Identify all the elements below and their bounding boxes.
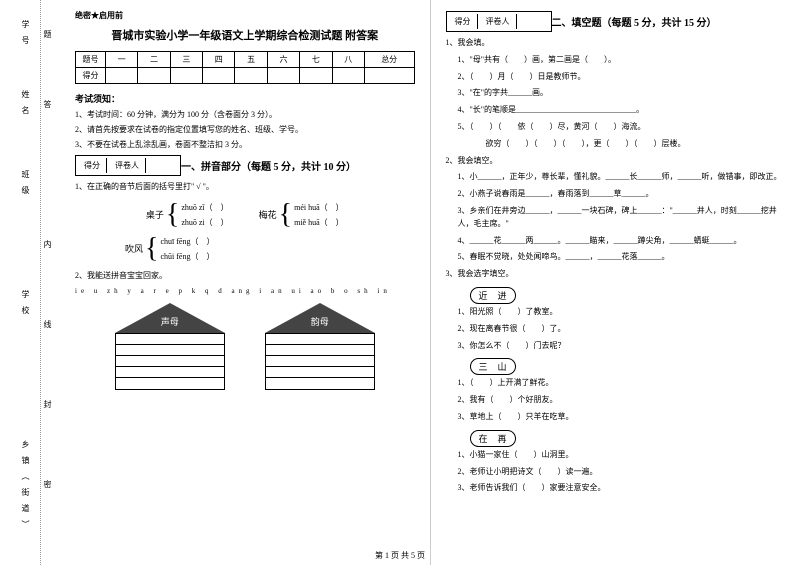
- roof-label-2: 韵母: [305, 315, 335, 328]
- brace-icon: {: [279, 204, 292, 226]
- th-8: 八: [332, 52, 364, 68]
- q2-2-label: 2、我会填空。: [446, 155, 786, 168]
- letter-list: ie u zh y a r e p k q d ang i an ui ao b…: [75, 287, 415, 295]
- notice-title: 考试须知：: [75, 92, 415, 105]
- margin-label-banji: 班级: [20, 170, 31, 202]
- houses: 声母 韵母: [75, 303, 415, 390]
- exam-title: 晋城市实验小学一年级语文上学期综合检测试题 附答案: [75, 27, 415, 43]
- q2-2-2: 2、小燕子说春雨是______，春雨落到______草______。: [458, 188, 786, 201]
- notice-2: 2、请首先按要求在试卷的指定位置填写您的姓名、班级、学号。: [75, 124, 415, 136]
- scorer-score-2: 得分: [449, 14, 478, 29]
- q2-2-3: 3、乡亲们在井旁边______，______一块石碑，碑上______："___…: [458, 205, 786, 231]
- q2-2-4: 4、______花______两______。______瞄来，______蹲尖…: [458, 235, 786, 248]
- score-table: 题号 一 二 三 四 五 六 七 八 总分 得分: [75, 51, 415, 84]
- scorer-box-1: 得分 评卷人: [75, 155, 181, 176]
- binding-mi: 密: [42, 480, 53, 488]
- right-column: 得分 评卷人 二、填空题（每题 5 分，共计 15 分） 1、我会填。 1、"母…: [431, 0, 800, 565]
- th-1: 一: [106, 52, 138, 68]
- pair-1: 近进: [470, 287, 516, 304]
- left-column: 绝密★启用前 晋城市实验小学一年级语文上学期综合检测试题 附答案 题号 一 二 …: [60, 0, 430, 565]
- q2-3-label: 3、我会选字填空。: [446, 268, 786, 281]
- opt-2b: miě huā（ ）: [294, 217, 344, 228]
- th-4: 四: [203, 52, 235, 68]
- opt-3b: chūi fēng（ ）: [160, 251, 214, 262]
- house-yunmu: 韵母: [265, 303, 375, 390]
- p2-2: 2、我有（ ）个好朋友。: [458, 394, 786, 407]
- binding-da: 答: [42, 100, 53, 108]
- section2-title: 二、填空题（每题 5 分，共计 15 分）: [552, 14, 717, 29]
- q2-2-1: 1、小______，正年少，尊长辈，懂礼貌。______长______师，___…: [458, 171, 786, 184]
- opt-1b: zhuō zi（ ）: [181, 217, 228, 228]
- p3-3: 3、老师告诉我们（ ）家要注意安全。: [458, 482, 786, 495]
- binding-xian: 线: [42, 320, 53, 328]
- dotted-line: [40, 0, 41, 565]
- opt-1a: zhuō zǐ（ ）: [181, 202, 228, 213]
- margin-label-xuehao: 学号: [20, 20, 31, 52]
- margin-label-xuexiao: 学校: [20, 290, 31, 322]
- th-3: 三: [170, 52, 202, 68]
- page-footer: 第 1 页 共 5 页: [0, 550, 800, 561]
- pinyin-group-2: 吹风 { chuī fēng（ ） chūi fēng（ ）: [75, 236, 415, 262]
- th-6: 六: [267, 52, 299, 68]
- notice-1: 1、考试时间：60 分钟，满分为 100 分（含卷面分 3 分）。: [75, 109, 415, 121]
- margin-label-xiangzhen: 乡镇（街道）: [20, 440, 31, 536]
- house-shengmu: 声母: [115, 303, 225, 390]
- opt-3a: chuī fēng（ ）: [160, 236, 214, 247]
- q2-1-1: 1、"母"共有（ ）画，第二画是（ ）。: [458, 54, 786, 67]
- p2-1: 1、（ ）上开满了鲜花。: [458, 377, 786, 390]
- binding-ti: 题: [42, 30, 53, 38]
- q2-2-5: 5、春眠不觉晓，处处闻啼鸟。______，______花落______。: [458, 251, 786, 264]
- th-5: 五: [235, 52, 267, 68]
- q1-1: 1、在正确的音节后面的括号里打" √ "。: [75, 181, 415, 194]
- scorer-box-2: 得分 评卷人: [446, 11, 552, 32]
- p1-1: 1、阳光照（ ）了教室。: [458, 306, 786, 319]
- scorer-person-2: 评卷人: [480, 14, 517, 29]
- p1-2: 2、现在离春节很（ ）了。: [458, 323, 786, 336]
- scorer-person: 评卷人: [109, 158, 146, 173]
- pair-3: 在再: [470, 430, 516, 447]
- word-chuifeng: 吹风: [125, 242, 143, 255]
- th-num: 题号: [76, 52, 106, 68]
- notice-3: 3、不要在试卷上乱涂乱画，卷面不整洁扣 3 分。: [75, 139, 415, 151]
- word-meihua: 梅花: [259, 208, 277, 221]
- word-zhuozi: 桌子: [146, 208, 164, 221]
- binding-nei: 内: [42, 240, 53, 248]
- q2-1-label: 1、我会填。: [446, 37, 786, 50]
- th-total: 总分: [364, 52, 414, 68]
- th-2: 二: [138, 52, 170, 68]
- roof-label-1: 声母: [155, 315, 185, 328]
- binding-feng: 封: [42, 400, 53, 408]
- row-score-label: 得分: [76, 68, 106, 84]
- q2-1-6: 欲穷（ ）（ ）（ ），更（ ）（ ）层楼。: [470, 138, 786, 151]
- secret-label: 绝密★启用前: [75, 10, 415, 21]
- q1-2: 2、我能送拼音宝宝回家。: [75, 270, 415, 283]
- th-7: 七: [300, 52, 332, 68]
- brace-icon: {: [145, 238, 158, 260]
- q2-1-5: 5、（ ）（ 依（ ）尽，黄河（ ）海流。: [458, 121, 786, 134]
- q2-1-4: 4、"长"的笔顺是______________________________。: [458, 104, 786, 117]
- brace-icon: {: [166, 204, 179, 226]
- scorer-score: 得分: [78, 158, 107, 173]
- pinyin-group-1: 桌子 { zhuō zǐ（ ） zhuō zi（ ） 梅花 { méi huā（…: [75, 202, 415, 228]
- q2-1-3: 3、"在"的字共______画。: [458, 87, 786, 100]
- pair-2: 三山: [470, 358, 516, 375]
- p3-2: 2、老师让小明把诗文（ ）读一遍。: [458, 466, 786, 479]
- p1-3: 3、你怎么不（ ）门去呢？: [458, 340, 786, 353]
- q2-1-2: 2、（ ）月（ ）日是教师节。: [458, 71, 786, 84]
- margin-label-xingming: 姓名: [20, 90, 31, 122]
- section1-title: 一、拼音部分（每题 5 分，共计 10 分）: [181, 158, 356, 173]
- p3-1: 1、小猫一家住（ ）山洞里。: [458, 449, 786, 462]
- opt-2a: méi huā（ ）: [294, 202, 344, 213]
- binding-margin: 学号 题 姓名 答 班级 内 学校 线 封 乡镇（街道） 密: [0, 0, 60, 565]
- p2-3: 3、草地上（ ）只羊在吃草。: [458, 411, 786, 424]
